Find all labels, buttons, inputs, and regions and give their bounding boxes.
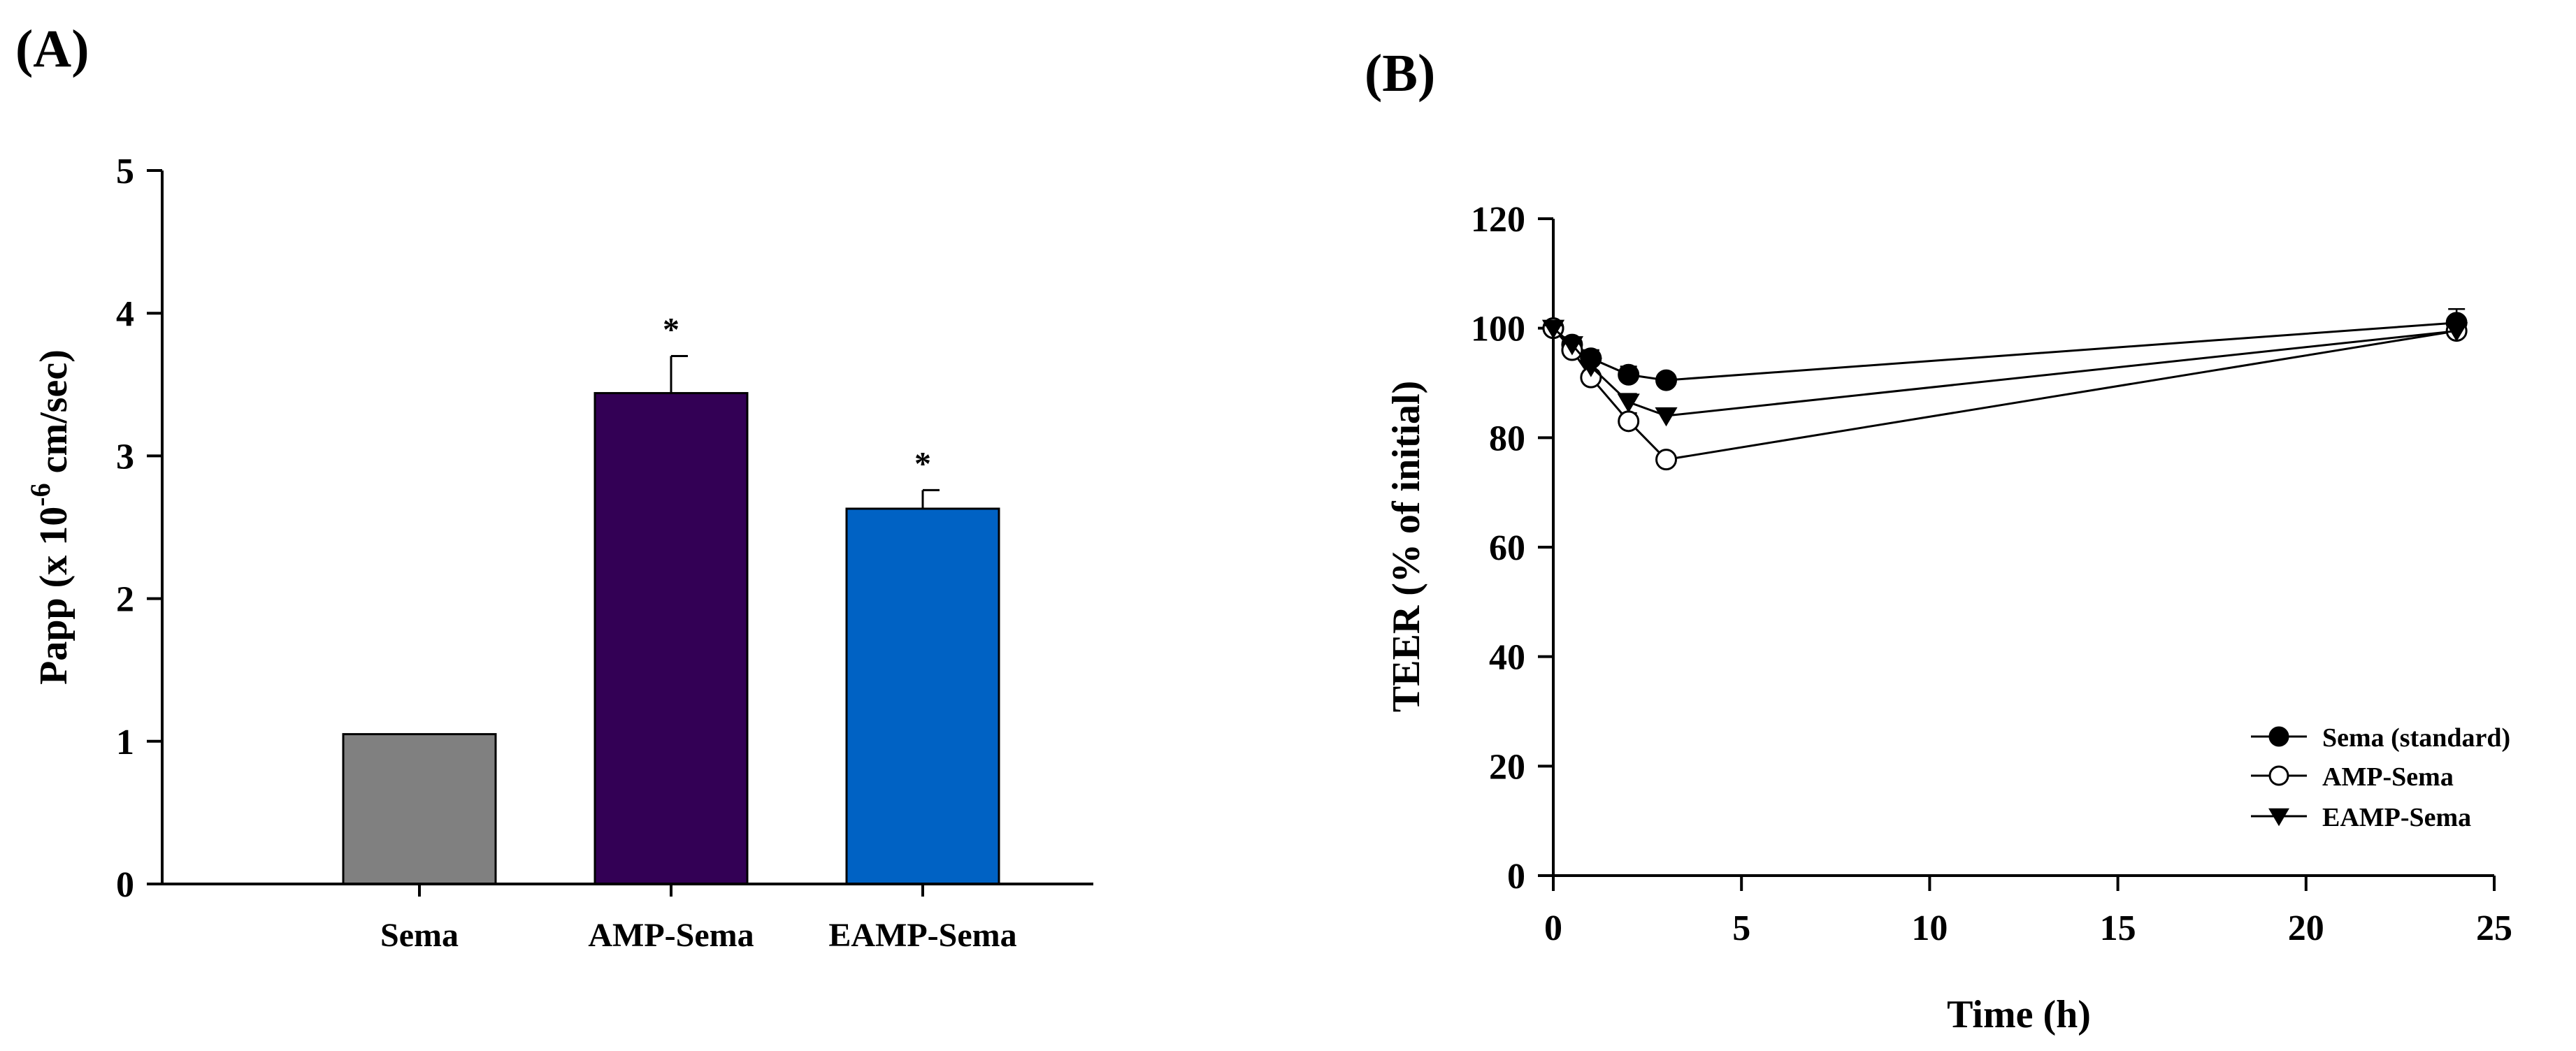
panel-b-x-axis-label: Time (h)	[1947, 993, 2091, 1036]
panel-b-y-tick-label: 60	[1489, 528, 1525, 568]
panel-b-x-tick-label: 15	[2100, 908, 2136, 948]
panel-b: (B) 0 20 40 60 80 100 120 0 5 10 15 20 25 TEER (% of…	[1365, 44, 2512, 1036]
marker-open-circle	[1618, 410, 1640, 433]
marker-filled-triangle	[2445, 322, 2468, 342]
marker-filled-circle	[1618, 363, 1640, 386]
panel-b-y-tick-label: 120	[1471, 200, 1525, 240]
panel-b-series	[1541, 308, 2468, 471]
panel-a-y-tick-label: 2	[116, 580, 134, 620]
panel-b-x-tick-label: 25	[2476, 908, 2512, 948]
panel-b-y-tick-label: 40	[1489, 638, 1525, 678]
panel-a-y-tick-label: 3	[116, 437, 134, 477]
marker-open-circle	[1655, 449, 1678, 471]
series-line	[1552, 327, 2457, 461]
panel-a-y-tick-label: 1	[116, 723, 134, 762]
panel-b-y-tick-label: 80	[1489, 419, 1525, 458]
legend-label: Sema (standard)	[2322, 723, 2510, 753]
panel-a-bars: Sema * AMP-Sema * EAMP-Sema	[342, 311, 1017, 954]
panel-b-y-tick-label: 100	[1471, 310, 1525, 349]
category-label: Sema	[380, 917, 459, 954]
panel-b-x-tick-label: 0	[1544, 908, 1562, 948]
series-line	[1553, 327, 2457, 417]
panel-a-y-axis-ticks: 0 1 2 3 4 5	[116, 152, 162, 905]
panel-b-y-axis-label: TEER (% of initial)	[1385, 381, 1428, 712]
series-line	[1553, 321, 2457, 382]
series-eamp-sema	[1541, 319, 2468, 427]
panel-a-y-tick-label: 0	[116, 865, 134, 905]
bar-sema	[342, 733, 497, 885]
panel-a-label: (A)	[15, 20, 89, 78]
panel-a: (A) 0 1 2 3 4 5 Sema * AMP-Sema * EAMP-Sema Papp …	[15, 20, 1093, 954]
marker-filled-triangle	[1655, 407, 1678, 427]
marker-filled-circle	[1655, 369, 1678, 391]
category-label: EAMP-Sema	[828, 917, 1016, 954]
series-sema-standard	[1542, 308, 2468, 391]
panel-b-y-tick-label: 20	[1489, 747, 1525, 787]
marker-filled-triangle	[2268, 808, 2289, 827]
panel-a-y-axis-label: Papp (x 10-6 cm/sec)	[24, 349, 75, 685]
series-amp-sema	[1542, 317, 2468, 471]
marker-filled-triangle	[1541, 319, 1565, 339]
significance-marker: *	[914, 445, 931, 482]
panel-b-x-tick-label: 20	[2288, 908, 2324, 948]
legend-label: EAMP-Sema	[2322, 803, 2471, 832]
marker-filled-triangle	[1579, 358, 1602, 377]
panel-b-axes: 0 20 40 60 80 100 120 0 5 10 15 20 25	[1471, 200, 2512, 948]
panel-a-y-tick-label: 5	[116, 152, 134, 191]
panel-b-x-tick-label: 5	[1732, 908, 1750, 948]
marker-filled-circle	[2268, 726, 2289, 747]
panel-b-y-tick-label: 0	[1507, 857, 1525, 897]
marker-filled-triangle	[1560, 336, 1584, 356]
significance-marker: *	[663, 311, 679, 348]
panel-a-y-tick-label: 4	[116, 294, 134, 334]
marker-filled-triangle	[1617, 393, 1640, 413]
legend-label: AMP-Sema	[2322, 762, 2454, 792]
marker-open-circle	[2268, 765, 2289, 786]
bar-eamp-sema	[845, 507, 1000, 885]
bar-amp-sema	[593, 392, 749, 885]
panel-b-legend: Sema (standard) AMP-Sema EAMP-Sema	[2251, 723, 2510, 832]
panel-b-x-tick-label: 10	[1911, 908, 1948, 948]
category-label: AMP-Sema	[588, 917, 754, 954]
panel-b-label: (B)	[1365, 44, 1435, 103]
